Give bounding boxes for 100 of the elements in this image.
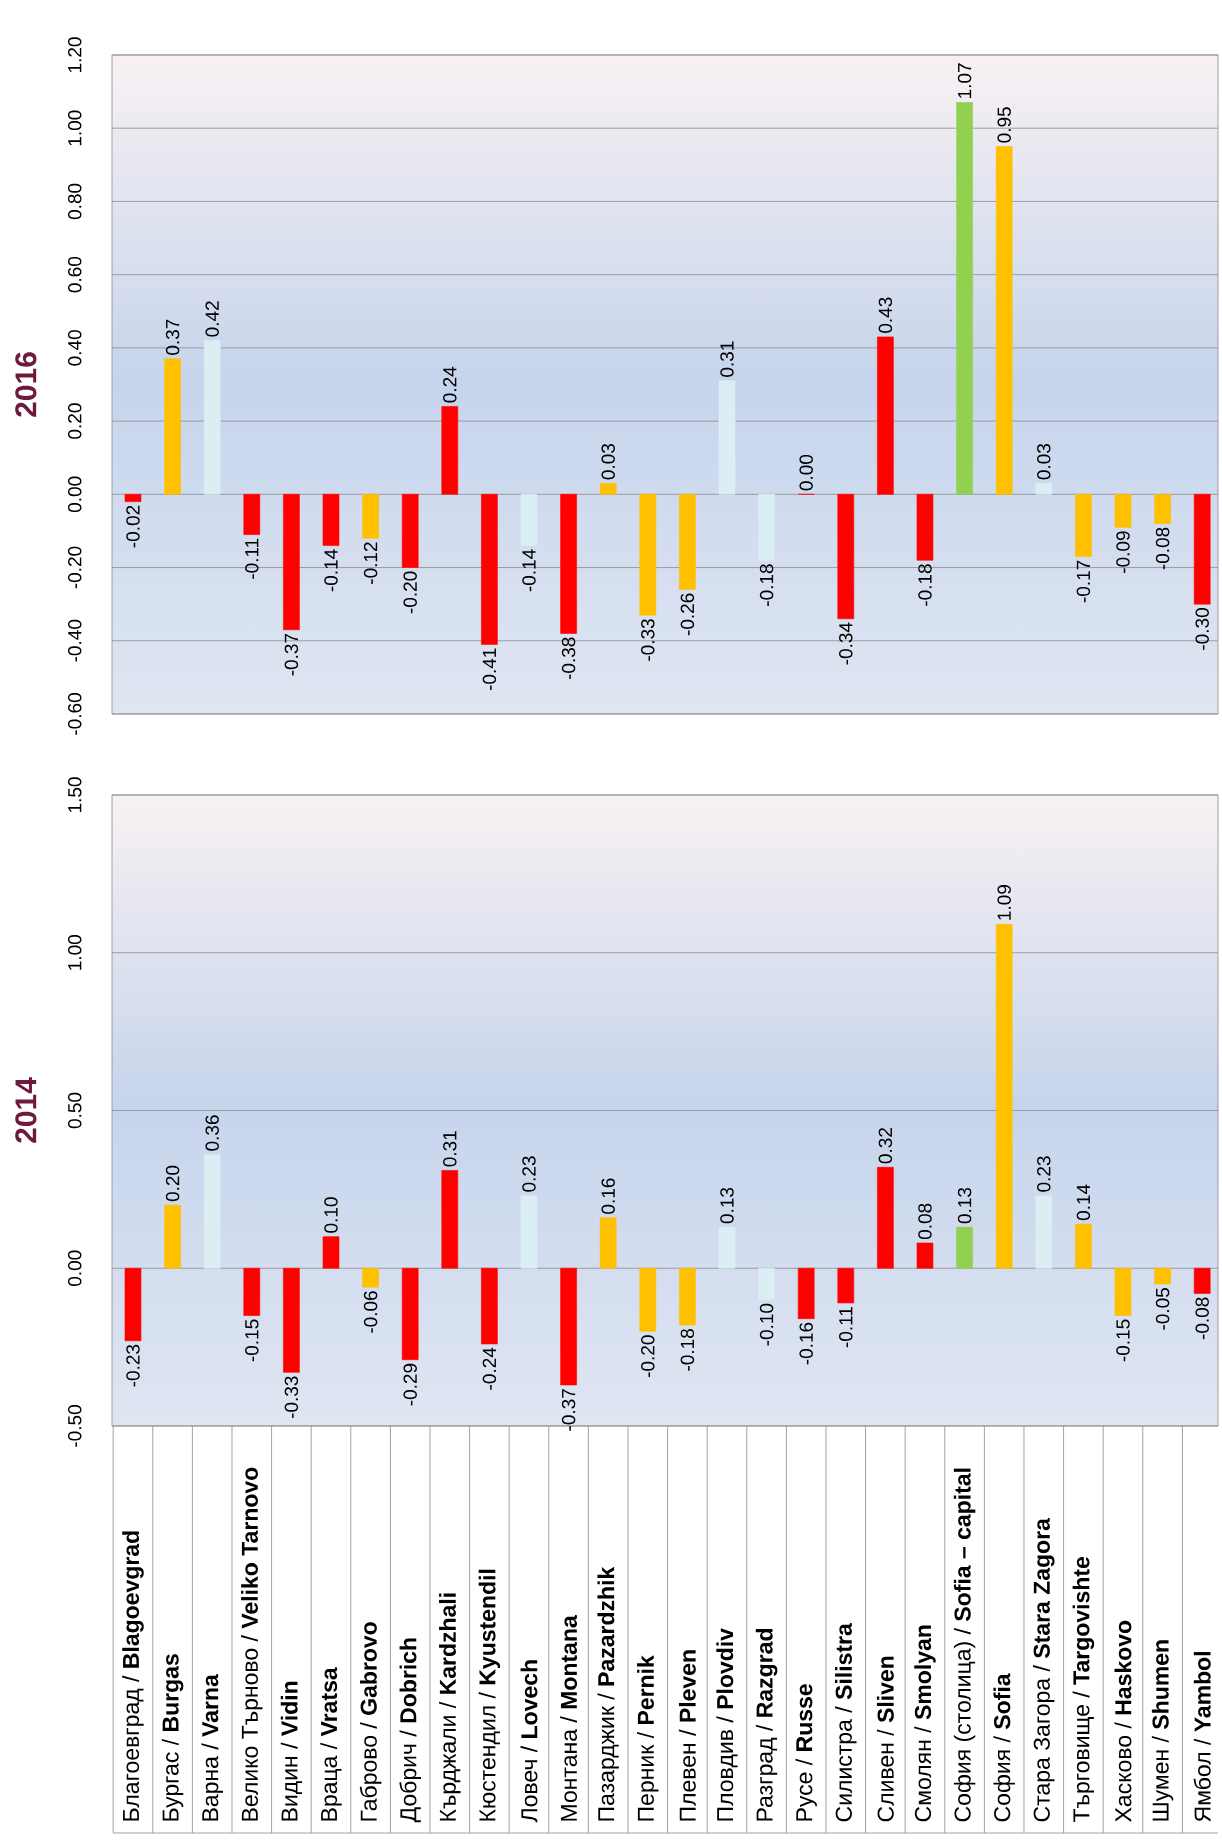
data-label: 0.36 xyxy=(205,1115,219,1151)
bar xyxy=(837,494,855,620)
x-tick-label: Варна / Varna xyxy=(201,1674,223,1821)
data-label: -0.17 xyxy=(1076,560,1091,603)
bar xyxy=(441,1170,459,1269)
bar xyxy=(401,494,419,568)
data-label: -0.11 xyxy=(245,538,259,579)
y-tick-label: 1.50 xyxy=(68,777,82,813)
bar xyxy=(560,1267,577,1386)
y-tick-label: -0.60 xyxy=(68,693,82,735)
bar xyxy=(481,494,498,645)
bar xyxy=(362,494,379,539)
x-tick-label: Кюстендил / Kyustendil xyxy=(478,1569,501,1821)
bar xyxy=(1193,1267,1211,1294)
bar xyxy=(401,1267,419,1361)
bar xyxy=(164,1204,181,1269)
data-label: -0.33 xyxy=(641,619,655,661)
x-tick-label: Хасково / Haskovo xyxy=(1114,1620,1132,1822)
data-label: -0.33 xyxy=(284,1376,299,1419)
bar xyxy=(1035,483,1053,495)
bar xyxy=(243,1267,261,1316)
bar xyxy=(481,1267,498,1345)
y-tick-label: 1.00 xyxy=(68,110,82,146)
bar xyxy=(124,1267,142,1342)
data-label: 0.32 xyxy=(878,1128,893,1164)
bar xyxy=(1114,494,1132,528)
x-tick-label: Търговище / Targovishte xyxy=(1072,1556,1095,1822)
bar xyxy=(995,146,1013,495)
data-label: 0.03 xyxy=(1037,444,1051,480)
y-tick-label: -0.20 xyxy=(68,546,82,589)
bar xyxy=(758,1267,775,1301)
data-label: -0.06 xyxy=(363,1291,378,1333)
data-label: 0.16 xyxy=(601,1178,615,1214)
bar xyxy=(679,1267,696,1326)
data-label: -0.37 xyxy=(284,633,299,676)
data-label: -0.11 xyxy=(839,1307,853,1348)
y-tick-label: 1.00 xyxy=(68,935,82,970)
data-label: 0.13 xyxy=(957,1187,972,1224)
x-tick-label: Ямбол / Yambol xyxy=(1193,1652,1211,1822)
data-label: -0.41 xyxy=(482,648,497,691)
bar xyxy=(797,1267,815,1320)
bar xyxy=(956,1226,973,1269)
x-tick-label: Монтана / Montana xyxy=(560,1615,578,1821)
x-tick-label: София (столица) / Sofia – capital xyxy=(953,1468,976,1822)
data-label: -0.30 xyxy=(1195,608,1209,650)
bar xyxy=(916,1242,934,1269)
data-label: -0.15 xyxy=(245,1319,259,1362)
x-tick-label: Русе / Russe xyxy=(795,1684,817,1821)
y-tick-label: 0.00 xyxy=(68,476,82,513)
bar xyxy=(1035,1195,1053,1269)
y-tick-label: 0.50 xyxy=(68,1092,82,1129)
y-tick-label: 0.80 xyxy=(68,183,82,220)
y-tick-label: 0.60 xyxy=(68,256,82,293)
bar xyxy=(203,1154,221,1269)
data-label: 0.00 xyxy=(799,454,813,491)
x-tick-label: Ловеч / Lovech xyxy=(520,1660,538,1823)
bar xyxy=(877,336,894,495)
data-label: -0.24 xyxy=(482,1347,497,1390)
y-tick-label: -0.50 xyxy=(68,1405,82,1447)
data-label: -0.14 xyxy=(522,549,536,592)
bar xyxy=(362,1267,379,1288)
x-tick-label: Кърджали / Kardzhali xyxy=(439,1593,461,1821)
data-label: -0.26 xyxy=(680,593,695,636)
data-label: 0.14 xyxy=(1076,1184,1091,1221)
y-tick-label: 1.20 xyxy=(68,37,82,73)
data-label: -0.18 xyxy=(759,564,774,606)
bar xyxy=(441,406,459,495)
y-tick-label: 0.20 xyxy=(68,403,82,439)
x-tick-label: Смолян / Smolyan xyxy=(914,1625,936,1822)
bar xyxy=(679,494,696,590)
data-label: 0.08 xyxy=(918,1203,932,1240)
data-label: 0.20 xyxy=(165,1165,180,1202)
bar xyxy=(1114,1267,1132,1316)
data-label: -0.05 xyxy=(1155,1288,1170,1330)
data-label: 0.43 xyxy=(878,297,893,333)
bar xyxy=(877,1166,894,1269)
x-tick-label: Добрич / Dobrich xyxy=(399,1638,421,1823)
data-label: -0.37 xyxy=(561,1389,576,1431)
data-label: -0.29 xyxy=(403,1363,417,1406)
bar xyxy=(520,1195,538,1269)
x-tick-label: Сливен / Sliven xyxy=(876,1656,894,1822)
bar xyxy=(322,1236,340,1269)
bar xyxy=(560,494,577,634)
x-tick-label: Разград / Razgrad xyxy=(755,1629,778,1821)
data-label: -0.23 xyxy=(126,1344,140,1387)
data-label: -0.34 xyxy=(839,622,853,665)
data-label: 1.09 xyxy=(997,885,1011,920)
data-label: 0.31 xyxy=(443,1131,457,1167)
bar xyxy=(1154,494,1171,524)
data-label: -0.20 xyxy=(641,1335,655,1378)
bar xyxy=(164,358,181,495)
x-tick-label: Шумен / Shumen xyxy=(1151,1640,1174,1821)
data-label: 0.10 xyxy=(324,1197,338,1233)
x-tick-label: Бургас / Burgas xyxy=(161,1654,184,1821)
data-label: -0.02 xyxy=(126,505,140,548)
data-label: 0.23 xyxy=(1037,1156,1051,1192)
x-tick-label: Пазарджик / Pazardzhik xyxy=(597,1566,619,1821)
data-label: -0.09 xyxy=(1116,531,1130,573)
data-label: -0.16 xyxy=(799,1322,813,1365)
bar xyxy=(599,483,617,495)
